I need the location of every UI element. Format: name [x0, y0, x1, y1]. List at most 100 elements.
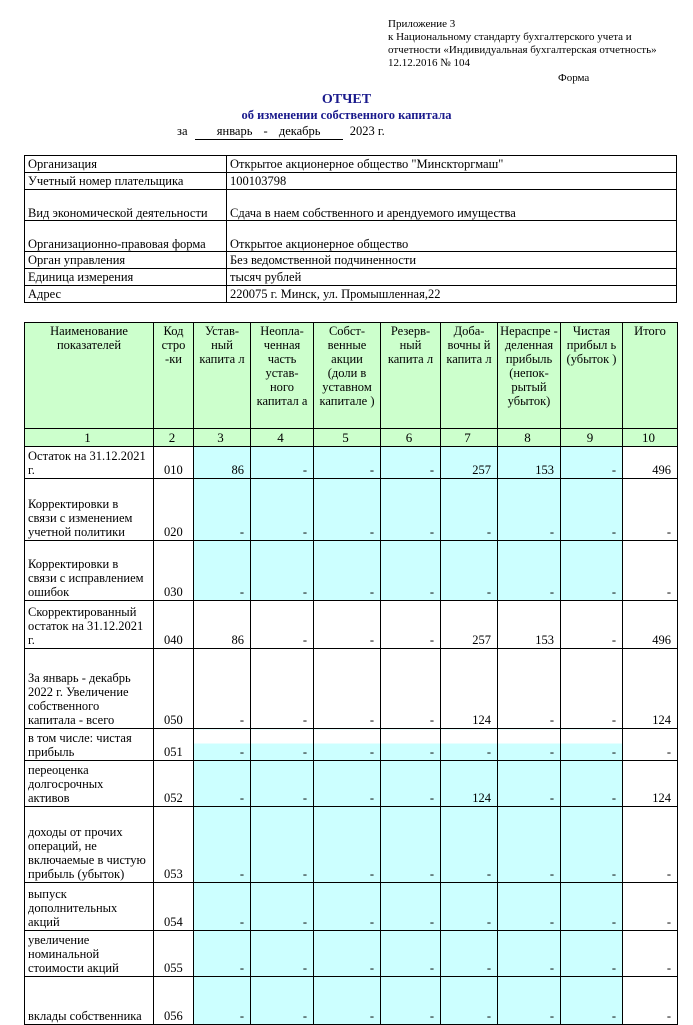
value-cell[interactable]: - [560, 648, 623, 729]
value-cell[interactable]: - [313, 446, 381, 479]
value-cell[interactable]: 124 [622, 648, 678, 729]
value-cell[interactable]: 153 [497, 446, 561, 479]
value-cell[interactable]: - [560, 478, 623, 541]
value-cell[interactable]: - [193, 540, 251, 601]
value-cell[interactable]: 257 [440, 446, 498, 479]
value-cell[interactable]: - [622, 882, 678, 931]
row-name: в том числе: чистая прибыль [24, 728, 154, 761]
value-cell[interactable]: - [497, 976, 561, 1025]
column-number-row: 1 2 3 4 5 6 7 8 9 10 [24, 428, 678, 447]
value-cell[interactable]: - [193, 930, 251, 977]
value-cell[interactable]: 124 [622, 760, 678, 807]
value-cell[interactable]: - [497, 930, 561, 977]
value-cell[interactable]: - [497, 478, 561, 541]
value-cell[interactable]: - [193, 882, 251, 931]
value-cell[interactable]: - [497, 760, 561, 807]
value-cell[interactable]: - [440, 882, 498, 931]
value-cell[interactable]: - [497, 648, 561, 729]
value-cell[interactable]: - [250, 540, 314, 601]
value-cell[interactable]: - [380, 600, 441, 649]
value-cell[interactable]: - [313, 976, 381, 1025]
column-number: 4 [250, 428, 314, 447]
value-cell[interactable]: - [380, 648, 441, 729]
value-cell[interactable]: 124 [440, 648, 498, 729]
value-cell[interactable]: - [380, 806, 441, 883]
value-cell[interactable]: - [560, 930, 623, 977]
value-cell[interactable]: - [193, 760, 251, 807]
value-cell[interactable]: - [622, 478, 678, 541]
value-cell[interactable]: - [313, 930, 381, 977]
value-cell[interactable]: - [313, 648, 381, 729]
value-cell[interactable]: - [440, 540, 498, 601]
value-cell[interactable]: - [497, 540, 561, 601]
value-cell[interactable]: - [560, 882, 623, 931]
value-cell[interactable]: - [193, 478, 251, 541]
value-cell[interactable]: - [560, 446, 623, 479]
table-row: переоценка долгосрочных активов 052- - - -12… [24, 760, 678, 807]
value-cell[interactable]: - [440, 930, 498, 977]
value-cell[interactable]: - [313, 882, 381, 931]
value-cell[interactable]: 257 [440, 600, 498, 649]
value-cell[interactable]: - [560, 976, 623, 1025]
value-cell[interactable]: - [380, 728, 441, 761]
value-cell[interactable]: - [560, 806, 623, 883]
value-cell[interactable]: 86 [193, 446, 251, 479]
value-cell[interactable]: - [380, 882, 441, 931]
column-header: Чистая прибыл ь (убыток ) [560, 322, 623, 429]
value-cell[interactable]: 153 [497, 600, 561, 649]
row-name: увеличение номинальной стоимости акций [24, 930, 154, 977]
value-cell[interactable]: - [313, 728, 381, 761]
value-cell[interactable]: - [380, 976, 441, 1025]
value-cell[interactable]: 496 [622, 446, 678, 479]
value-cell[interactable]: - [193, 648, 251, 729]
value-cell[interactable]: - [440, 976, 498, 1025]
value-cell[interactable]: - [622, 728, 678, 761]
value-cell[interactable]: - [440, 728, 498, 761]
value-cell[interactable]: - [380, 760, 441, 807]
row-code: 054 [153, 882, 194, 931]
value-cell[interactable]: - [250, 806, 314, 883]
value-cell[interactable]: - [440, 806, 498, 883]
value-cell[interactable]: - [250, 930, 314, 977]
value-cell[interactable]: - [497, 882, 561, 931]
value-cell[interactable]: - [250, 760, 314, 807]
value-cell[interactable]: - [313, 806, 381, 883]
value-cell[interactable]: - [313, 600, 381, 649]
value-cell[interactable]: - [250, 478, 314, 541]
value-cell[interactable]: - [250, 882, 314, 931]
value-cell[interactable]: - [313, 540, 381, 601]
value-cell[interactable]: - [250, 446, 314, 479]
value-cell[interactable]: - [380, 446, 441, 479]
info-label: Единица измерения [24, 268, 227, 286]
value-cell[interactable]: - [497, 806, 561, 883]
value-cell[interactable]: - [193, 728, 251, 761]
value-cell[interactable]: - [622, 540, 678, 601]
value-cell[interactable]: - [313, 478, 381, 541]
value-cell[interactable]: - [250, 976, 314, 1025]
value-cell[interactable]: - [560, 600, 623, 649]
info-row: Единица измерения тысяч рублей [24, 268, 677, 286]
info-label: Учетный номер плательщика [24, 172, 227, 190]
value-cell[interactable]: - [250, 728, 314, 761]
value-cell[interactable]: - [193, 806, 251, 883]
value-cell[interactable]: - [622, 930, 678, 977]
value-cell[interactable]: - [560, 540, 623, 601]
value-cell[interactable]: - [497, 728, 561, 761]
value-cell[interactable]: - [560, 728, 623, 761]
value-cell[interactable]: - [193, 976, 251, 1025]
column-header: Нераспре - деленная прибыль (непок- рыты… [497, 322, 561, 429]
value-cell[interactable]: - [313, 760, 381, 807]
value-cell[interactable]: - [380, 540, 441, 601]
value-cell[interactable]: - [250, 648, 314, 729]
value-cell[interactable]: - [622, 976, 678, 1025]
value-cell[interactable]: 496 [622, 600, 678, 649]
value-cell[interactable]: 124 [440, 760, 498, 807]
value-cell[interactable]: - [622, 806, 678, 883]
value-cell[interactable]: - [380, 478, 441, 541]
value-cell[interactable]: - [560, 760, 623, 807]
value-cell[interactable]: - [440, 478, 498, 541]
value-cell[interactable]: - [380, 930, 441, 977]
row-name: Скорректированный остаток на 31.12.2021 … [24, 600, 154, 649]
value-cell[interactable]: 86 [193, 600, 251, 649]
value-cell[interactable]: - [250, 600, 314, 649]
